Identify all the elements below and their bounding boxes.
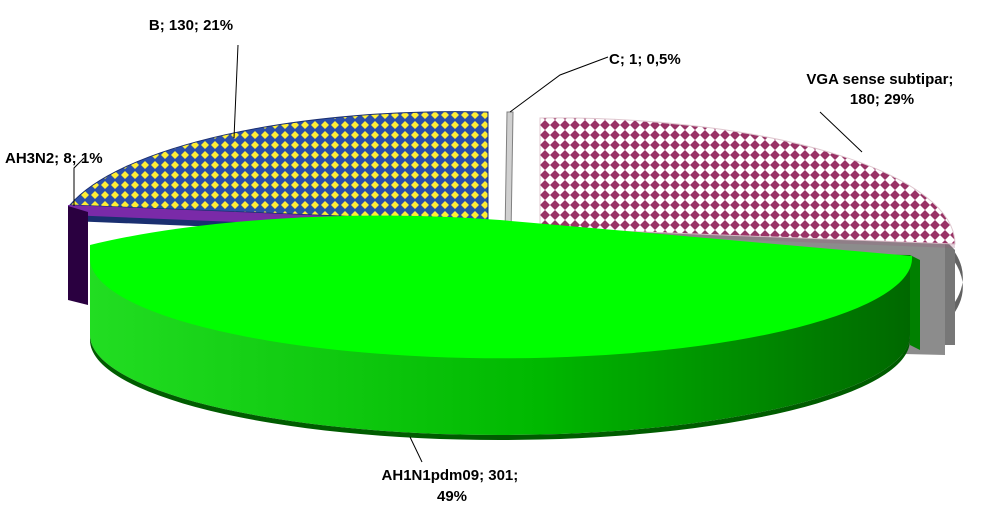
label-vga-line1: VGA sense subtipar; <box>806 71 953 88</box>
label-b-line1: B; 130; 21% <box>149 17 233 34</box>
label-ah3n2-line1: AH3N2; 8; 1% <box>5 150 103 167</box>
label-c-line1: C; 1; 0,5% <box>609 51 681 68</box>
leader-c <box>509 56 609 113</box>
label-b: B; 130; 21% <box>149 17 233 34</box>
slice-vga-edge <box>945 240 955 345</box>
slice-ah1n1-top <box>90 215 913 359</box>
slice-c <box>504 111 514 236</box>
label-vga-line2: 180; 29% <box>850 91 914 108</box>
slice-b-top <box>68 111 489 223</box>
leader-vga <box>819 111 863 153</box>
label-ah1n1: AH1N1pdm09; 301; 49% <box>382 467 523 505</box>
label-ah1n1-line2: 49% <box>437 488 467 505</box>
slice-ah3n2-side <box>68 206 88 305</box>
slice-c-top <box>504 111 514 236</box>
leader-ah3n2 <box>73 157 85 206</box>
slice-ah1n1-inner <box>910 255 920 350</box>
leader-b <box>233 44 239 139</box>
slice-vga-top <box>539 117 956 245</box>
slice-ah1n1pdm09 <box>90 215 920 440</box>
label-ah3n2: AH3N2; 8; 1% <box>5 150 103 167</box>
label-vga: VGA sense subtipar; 180; 29% <box>806 71 957 108</box>
label-ah1n1-line1: AH1N1pdm09; 301; <box>382 467 519 484</box>
leader-ah1n1 <box>409 436 423 463</box>
label-c: C; 1; 0,5% <box>609 51 681 68</box>
